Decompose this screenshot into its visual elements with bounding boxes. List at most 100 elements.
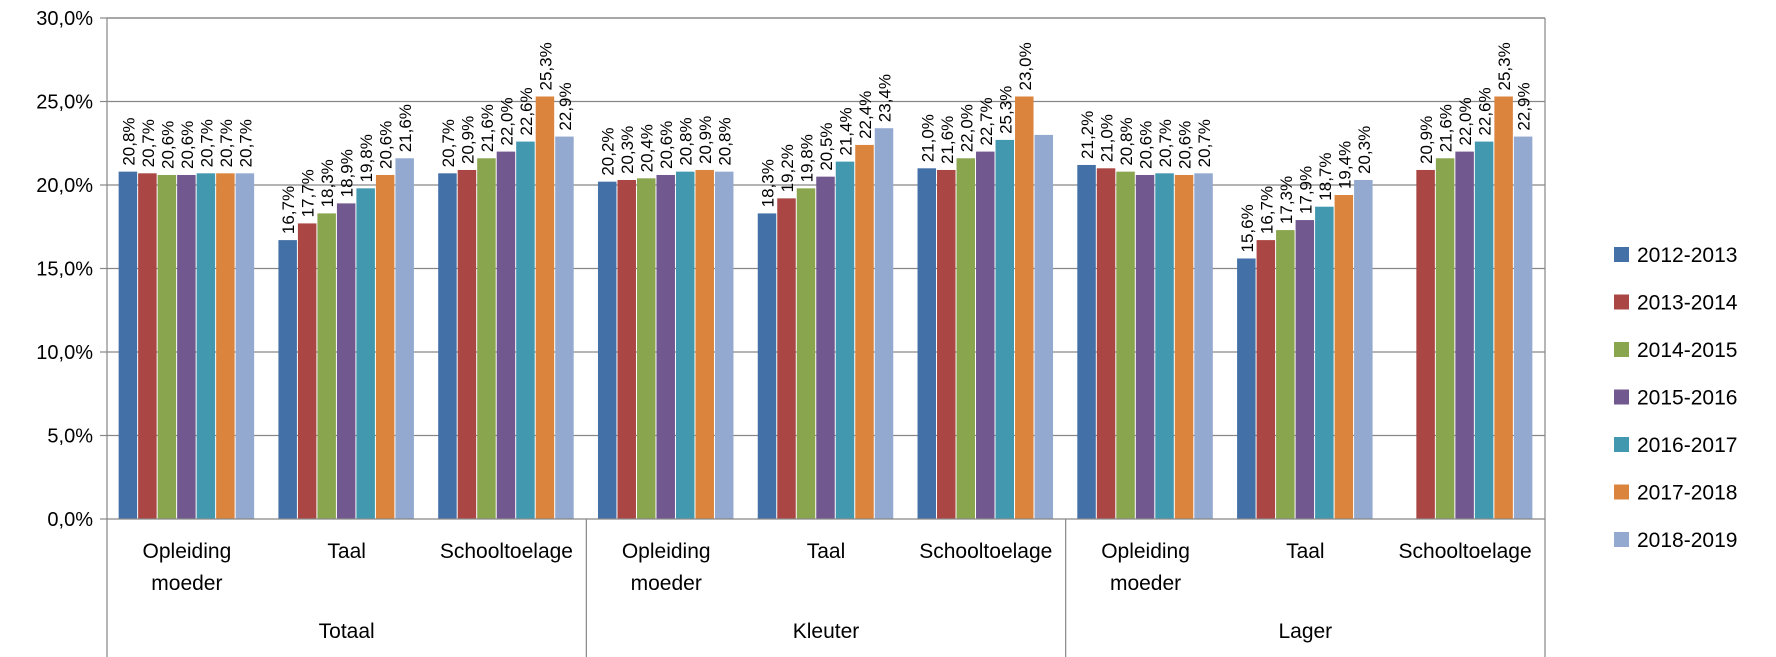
bar: [1237, 258, 1256, 519]
data-label: 25,3%: [536, 42, 555, 90]
data-label: 20,4%: [638, 124, 657, 172]
data-label: 20,6%: [178, 121, 197, 169]
bar: [496, 151, 516, 519]
category-label: moeder: [631, 572, 702, 595]
bar: [917, 168, 937, 520]
data-label: 20,8%: [716, 117, 735, 165]
bar: [196, 173, 216, 519]
data-label: 20,9%: [1417, 116, 1436, 164]
y-tick-label: 5,0%: [47, 426, 93, 448]
data-label: 20,7%: [1156, 119, 1175, 167]
bar: [937, 169, 956, 519]
data-label: 23,4%: [876, 74, 895, 122]
data-label: 22,7%: [977, 97, 996, 145]
group-label: Lager: [1278, 620, 1332, 643]
legend-label: 2012-2013: [1637, 244, 1737, 267]
bar: [336, 203, 356, 519]
category-label: Taal: [807, 540, 846, 563]
data-label: 22,0%: [957, 104, 976, 152]
data-label: 20,6%: [1137, 121, 1156, 169]
data-label: 21,6%: [396, 104, 415, 152]
category-label: Schooltoelage: [440, 540, 573, 563]
bar: [138, 173, 157, 519]
data-label: 21,6%: [938, 116, 957, 164]
category-label: Taal: [1286, 540, 1325, 563]
category-label: Taal: [327, 540, 366, 563]
y-tick-label: 25,0%: [36, 92, 93, 114]
bar: [1034, 134, 1054, 519]
data-label: 20,6%: [1176, 121, 1195, 169]
bar: [1174, 174, 1194, 520]
bar: [956, 158, 976, 519]
data-label: 20,6%: [158, 121, 177, 169]
data-label: 20,9%: [696, 116, 715, 164]
bar: [216, 173, 235, 519]
bar: [1096, 168, 1116, 520]
data-label: 21,2%: [1078, 111, 1097, 159]
bar: [1315, 206, 1334, 519]
data-label: 17,7%: [299, 169, 318, 217]
category-label: moeder: [1110, 572, 1181, 595]
data-label: 17,9%: [1296, 166, 1315, 214]
data-label: 20,7%: [197, 119, 216, 167]
bar: [816, 176, 835, 519]
bar: [1513, 136, 1533, 519]
bar: [1474, 141, 1494, 519]
bar: [1015, 96, 1034, 520]
legend-label: 2013-2014: [1637, 292, 1738, 315]
bar: [1455, 151, 1474, 519]
bar: [1416, 169, 1435, 519]
x-axis: Opleiding moeder Taal Schooltoelage Totaal Op…: [106, 518, 1546, 657]
bar: [157, 174, 177, 520]
y-tick-label: 10,0%: [36, 342, 93, 364]
bar: [1155, 173, 1174, 519]
bar: [695, 169, 714, 519]
legend: 2012-2013 2013-2014 2014-2015 2015-2016 2016…: [1614, 244, 1738, 552]
bar: [356, 188, 375, 519]
data-label: 22,0%: [497, 97, 516, 145]
data-label: 18,3%: [759, 159, 778, 207]
bar: [1194, 173, 1213, 519]
data-labels: 20,8%16,7%20,7% 20,2%18,3%21,0% 21,2%15,6%…: [119, 42, 1533, 252]
data-label: 20,7%: [1195, 119, 1214, 167]
data-label: 20,6%: [377, 121, 396, 169]
data-label: 16,7%: [1257, 186, 1276, 234]
legend-label: 2016-2017: [1637, 434, 1737, 457]
legend-label: 2015-2016: [1637, 387, 1737, 410]
bar: [976, 151, 995, 519]
data-label: 18,3%: [318, 159, 337, 207]
data-label: 19,8%: [357, 134, 376, 182]
category-label: Schooltoelage: [1399, 540, 1532, 563]
bar: [1256, 240, 1276, 520]
bar: [395, 158, 414, 519]
bar: [995, 139, 1015, 519]
group-label: Kleuter: [793, 620, 860, 643]
bar: [278, 240, 297, 520]
data-label: 17,3%: [1277, 176, 1296, 224]
bar: [477, 158, 496, 519]
data-label: 16,7%: [279, 186, 298, 234]
legend-swatch: [1614, 342, 1629, 357]
y-tick-label: 20,0%: [36, 175, 93, 197]
bar: [1077, 164, 1096, 519]
bar: [235, 173, 255, 519]
data-label: 18,9%: [338, 149, 357, 197]
data-label: 20,7%: [217, 119, 236, 167]
category-label: Opleiding: [143, 540, 232, 563]
y-tick-label: 30,0%: [36, 8, 93, 30]
data-label: 20,7%: [236, 119, 255, 167]
data-label: 22,4%: [856, 91, 875, 139]
bar: [1276, 230, 1295, 519]
data-label: 21,0%: [1098, 114, 1117, 162]
category-label: moeder: [151, 572, 222, 595]
bar: [1494, 96, 1513, 520]
data-label: 22,9%: [556, 82, 575, 130]
data-label: 19,2%: [778, 144, 797, 192]
y-tick-label: 0,0%: [47, 509, 93, 531]
legend-label: 2017-2018: [1637, 482, 1737, 505]
y-axis: 0,0% 5,0% 10,0% 15,0% 20,0% 25,0% 30,0%: [36, 8, 1546, 531]
bar: [617, 179, 636, 520]
bar: [1135, 174, 1155, 520]
data-label: 21,4%: [837, 107, 856, 155]
